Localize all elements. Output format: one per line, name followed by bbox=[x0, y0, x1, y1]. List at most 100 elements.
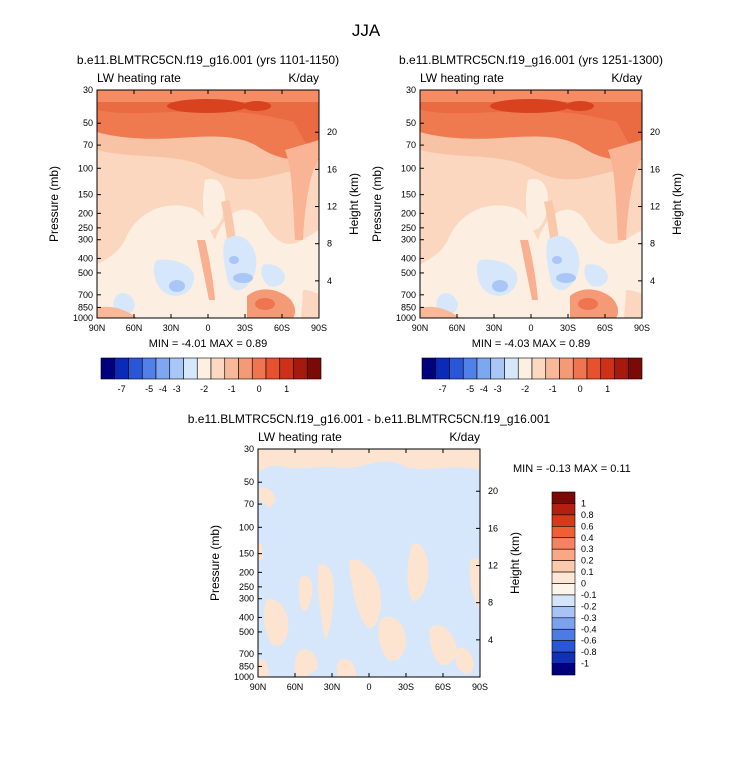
colorbar-label: -4 bbox=[480, 384, 488, 394]
panel-c-y-tick-label: 150 bbox=[239, 549, 254, 559]
colorbar-label: 0.2 bbox=[581, 556, 594, 566]
colorbar-label: -2 bbox=[521, 384, 529, 394]
panel-b-x-tick-label: 30N bbox=[486, 323, 503, 333]
panel-b-contour-field bbox=[420, 90, 642, 318]
colorbar-swatch bbox=[531, 357, 547, 380]
panel-b-y-tick-label: 500 bbox=[401, 268, 416, 278]
panel-a-unit-label: K/day bbox=[288, 71, 319, 85]
panel-a-x-tick-label: 90S bbox=[311, 323, 327, 333]
panel-b-unit-label: K/day bbox=[611, 71, 642, 85]
panel-b-y-tick-label: 850 bbox=[401, 302, 416, 312]
panel-c-y-tick-label: 70 bbox=[244, 499, 254, 509]
colorbar-left: -7 -5 -4 -3 -2 -1 0 1 bbox=[100, 357, 322, 394]
panel-c-x-tick-label: 30S bbox=[398, 682, 414, 692]
colorbar-swatch bbox=[306, 357, 322, 380]
colorbar-label: 1 bbox=[605, 384, 610, 394]
colorbar-swatch bbox=[100, 357, 116, 380]
panel-b-x-tick-label: 60S bbox=[597, 323, 613, 333]
panel-b: b.e11.BLMTRC5CN.f19_g16.001 (yrs 1251-13… bbox=[370, 53, 684, 350]
panel-b-variable-label: LW heating rate bbox=[420, 71, 504, 85]
panel-b-title: b.e11.BLMTRC5CN.f19_g16.001 (yrs 1251-13… bbox=[399, 53, 663, 67]
colorbar-swatch bbox=[476, 357, 492, 380]
colorbar-label: -0.2 bbox=[581, 601, 597, 611]
colorbar-swatch bbox=[551, 651, 576, 664]
panel-c-x-tick-label: 90N bbox=[250, 682, 267, 692]
colorbar-difference: 1 0.80.6 0.40.3 0.20.1 0-0.1-0.2 -0.3-0.4 -0.6… bbox=[551, 491, 597, 676]
panel-b-x-tick-label: 90S bbox=[634, 323, 650, 333]
colorbar-swatch bbox=[196, 357, 212, 380]
panel-a-y-tick-label: 700 bbox=[78, 290, 93, 300]
panel-c-y2-tick-label: 12 bbox=[488, 561, 498, 571]
colorbar-swatch bbox=[551, 628, 576, 641]
colorbar-swatch bbox=[545, 357, 560, 380]
colorbar-label: 1 bbox=[284, 384, 289, 394]
colorbar-label: -0.4 bbox=[581, 624, 597, 634]
colorbar-label: -1 bbox=[228, 384, 236, 394]
colorbar-swatch bbox=[572, 357, 588, 380]
panel-c-contour-field bbox=[258, 449, 480, 677]
colorbar-swatch bbox=[614, 357, 629, 380]
panel-b-y-tick-label: 150 bbox=[401, 190, 416, 200]
colorbar-label: -5 bbox=[145, 384, 153, 394]
panel-c-y-tick-label: 300 bbox=[239, 594, 254, 604]
colorbar-label: -4 bbox=[159, 384, 167, 394]
panel-b-ylabel: Pressure (mb) bbox=[370, 166, 384, 242]
panel-a-x-tick-label: 90N bbox=[89, 323, 106, 333]
colorbar-swatch bbox=[490, 357, 505, 380]
panel-b-x-tick-label: 60N bbox=[449, 323, 466, 333]
panel-a: b.e11.BLMTRC5CN.f19_g16.001 (yrs 1101-11… bbox=[47, 53, 361, 350]
colorbar-label: 0 bbox=[581, 579, 586, 589]
panel-a-title: b.e11.BLMTRC5CN.f19_g16.001 (yrs 1101-11… bbox=[77, 53, 339, 67]
colorbar-label: 0 bbox=[578, 384, 583, 394]
panel-c-y-tick-label: 30 bbox=[244, 444, 254, 454]
colorbar-label: -0.8 bbox=[581, 647, 597, 657]
panel-a-y-tick-label: 70 bbox=[83, 140, 93, 150]
panel-a-y-tick-label: 850 bbox=[78, 302, 93, 312]
panel-a-min-max: MIN = -4.01 MAX = 0.89 bbox=[149, 338, 268, 350]
panel-c-y2-tick-label: 8 bbox=[488, 598, 493, 608]
panel-c-x-tick-label: 30N bbox=[324, 682, 341, 692]
colorbar-swatch bbox=[586, 357, 602, 380]
panel-a-y-tick-label: 250 bbox=[78, 223, 93, 233]
panel-c-x-tick-label: 60N bbox=[287, 682, 304, 692]
colorbar-swatch bbox=[435, 357, 450, 380]
colorbar-swatch bbox=[551, 640, 576, 653]
panel-b-y-tick-label: 30 bbox=[406, 85, 416, 95]
panel-b-y-tick-label: 200 bbox=[401, 208, 416, 218]
colorbar-swatch bbox=[551, 571, 576, 584]
colorbar-swatch bbox=[265, 357, 281, 380]
panel-a-y2-tick-label: 16 bbox=[327, 164, 337, 174]
page-title: JJA bbox=[352, 21, 381, 40]
colorbar-swatch bbox=[128, 357, 143, 380]
panel-c-y-tick-label: 850 bbox=[239, 661, 254, 671]
colorbar-swatch bbox=[551, 617, 576, 630]
colorbar-label: 0.1 bbox=[581, 567, 594, 577]
panel-a-ylabel: Pressure (mb) bbox=[47, 166, 61, 242]
panel-b-y-tick-label: 70 bbox=[406, 140, 416, 150]
colorbar-swatch bbox=[551, 594, 576, 607]
panel-c-y-tick-label: 1000 bbox=[234, 672, 254, 682]
colorbar-label: -2 bbox=[200, 384, 208, 394]
panel-a-y-tick-label: 500 bbox=[78, 268, 93, 278]
colorbar-swatch bbox=[169, 357, 184, 380]
colorbar-label: 0.8 bbox=[581, 510, 594, 520]
colorbar-swatch bbox=[551, 491, 576, 504]
panel-c-y2-tick-label: 16 bbox=[488, 523, 498, 533]
panel-a-y-tick-label: 400 bbox=[78, 253, 93, 263]
colorbar-swatch bbox=[559, 357, 574, 380]
panel-c-ylabel: Pressure (mb) bbox=[208, 525, 222, 601]
panel-b-y-tick-label: 50 bbox=[406, 118, 416, 128]
panel-b-x-tick-label: 90N bbox=[412, 323, 429, 333]
colorbar-swatch bbox=[551, 537, 576, 550]
colorbar-label: -3 bbox=[173, 384, 181, 394]
panel-a-x-tick-label: 30S bbox=[237, 323, 253, 333]
panel-b-y-tick-label: 100 bbox=[401, 163, 416, 173]
panel-a-y-tick-label: 50 bbox=[83, 118, 93, 128]
panel-c-y-tick-label: 50 bbox=[244, 477, 254, 487]
panel-a-y2label: Height (km) bbox=[347, 173, 361, 235]
colorbar-label: -1 bbox=[581, 659, 589, 669]
panel-c-y-tick-label: 100 bbox=[239, 522, 254, 532]
panel-c-y-tick-label: 200 bbox=[239, 567, 254, 577]
panel-b-y-tick-label: 300 bbox=[401, 235, 416, 245]
